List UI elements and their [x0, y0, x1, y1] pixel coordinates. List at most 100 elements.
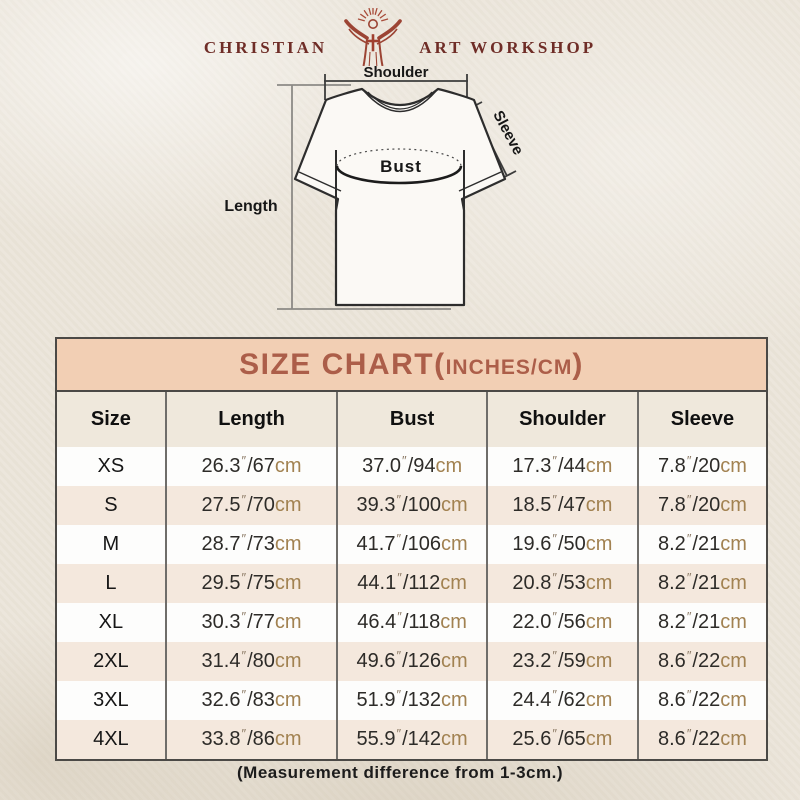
measure-cell: 18.5 ″/47 cm	[485, 486, 637, 525]
cm-unit: cm	[441, 650, 468, 672]
measure-cell: 7.8 ″/20 cm	[636, 447, 766, 486]
cm-unit: cm	[585, 572, 613, 594]
inch-mark: ″	[396, 492, 402, 507]
measure-cell: 33.8 ″/86 cm	[164, 720, 337, 759]
cm-unit: cm	[274, 572, 302, 594]
size-table: Size Length Bust Shoulder Sleeve XS 26.3 ″/67 cm…	[57, 392, 766, 759]
measure-cell: 8.6 ″/22 cm	[636, 720, 766, 759]
inch-mark: ″	[686, 687, 692, 702]
measure-cell: 37.0 ″/94 cm	[336, 447, 486, 486]
measure-cell: 8.6 ″/22 cm	[636, 681, 766, 720]
shoulder-label: Shoulder	[363, 64, 428, 81]
measure-cell: 19.6 ″/50 cm	[485, 525, 637, 564]
cm-unit: cm	[720, 494, 747, 516]
inch-mark: ″	[396, 687, 402, 702]
cm-unit: cm	[274, 494, 302, 516]
cm-unit: cm	[441, 494, 468, 516]
size-cell: L	[57, 564, 165, 603]
brand-name-right: ART WORKSHOP	[419, 38, 597, 57]
cm-unit: cm	[585, 650, 613, 672]
measure-cell: 23.2 ″/59 cm	[485, 642, 637, 681]
length-label: Length	[224, 198, 277, 215]
cm-unit: cm	[585, 728, 613, 750]
cm-unit: cm	[720, 650, 747, 672]
inch-mark: ″	[396, 726, 402, 741]
column-header-sleeve: Sleeve	[636, 392, 766, 447]
measure-cell: 20.8 ″/53 cm	[485, 564, 637, 603]
bust-ellipse-bottom	[335, 165, 463, 185]
bust-ellipse-top	[336, 148, 462, 167]
cm-unit: cm	[274, 689, 302, 711]
inch-mark: ″	[397, 570, 402, 585]
inch-mark: ″	[552, 726, 557, 741]
tshirt-detail-lines	[298, 90, 502, 210]
size-cell: 2XL	[57, 642, 165, 681]
cm-unit: cm	[441, 728, 468, 750]
size-cell: 4XL	[57, 720, 165, 759]
measure-cell: 39.3 ″/100 cm	[336, 486, 486, 525]
brand-logo: CHRISTIAN ART WORKSHOP	[0, 6, 800, 66]
inch-mark: ″	[552, 531, 557, 546]
jesus-figure-icon	[344, 8, 403, 66]
measure-cell: 8.6 ″/22 cm	[636, 642, 766, 681]
measure-cell: 8.2 ″/21 cm	[636, 564, 766, 603]
inch-mark: ″	[241, 726, 247, 741]
measure-cell: 25.6 ″/65 cm	[485, 720, 637, 759]
measure-cell: 28.7 ″/73 cm	[164, 525, 337, 564]
cm-unit: cm	[720, 533, 747, 555]
measure-cell: 46.4 ″/118 cm	[336, 603, 486, 642]
length-measure-lines	[277, 84, 451, 310]
inch-mark: ″	[241, 531, 247, 546]
cm-unit: cm	[435, 455, 463, 477]
size-cell: M	[57, 525, 165, 564]
cm-unit: cm	[274, 533, 302, 555]
cm-unit: cm	[274, 650, 302, 672]
cm-unit: cm	[441, 689, 468, 711]
title-main-text: SIZE CHART(	[239, 347, 446, 381]
inch-mark: ″	[241, 570, 247, 585]
cm-unit: cm	[720, 611, 747, 633]
cm-unit: cm	[585, 689, 613, 711]
measure-cell: 7.8 ″/20 cm	[636, 486, 766, 525]
measure-cell: 22.0 ″/56 cm	[485, 603, 637, 642]
measure-cell: 29.5 ″/75 cm	[164, 564, 337, 603]
size-cell: XL	[57, 603, 165, 642]
measure-cell: 8.2 ″/21 cm	[636, 603, 766, 642]
inch-mark: ″	[397, 609, 402, 624]
inch-mark: ″	[686, 609, 692, 624]
measure-cell: 49.6 ″/126 cm	[336, 642, 486, 681]
inch-mark: ″	[686, 570, 692, 585]
column-header-bust: Bust	[336, 392, 486, 447]
measure-cell: 51.9 ″/132 cm	[336, 681, 486, 720]
inch-mark: ″	[396, 648, 402, 663]
title-units-text: INCHES/CM	[445, 355, 573, 379]
bust-label: Bust	[380, 157, 422, 176]
inch-mark: ″	[241, 648, 247, 663]
inch-mark: ″	[552, 453, 557, 468]
inch-mark: ″	[241, 609, 247, 624]
measurement-note: (Measurement difference from 1-3cm.)	[237, 763, 563, 782]
measure-cell: 8.2 ″/21 cm	[636, 525, 766, 564]
inch-mark: ″	[552, 609, 557, 624]
measure-cell: 26.3 ″/67 cm	[164, 447, 337, 486]
measure-cell: 30.3 ″/77 cm	[164, 603, 337, 642]
inch-mark: ″	[552, 570, 557, 585]
size-cell: XS	[57, 447, 165, 486]
inch-mark: ″	[686, 726, 692, 741]
brand-name-left: CHRISTIAN	[203, 38, 328, 57]
size-chart-title-bar: SIZE CHART(INCHES/CM)	[57, 339, 766, 392]
inch-mark: ″	[552, 687, 557, 702]
measure-cell: 41.7 ″/106 cm	[336, 525, 486, 564]
cm-unit: cm	[720, 728, 747, 750]
cm-unit: cm	[274, 728, 302, 750]
column-header-shoulder: Shoulder	[485, 392, 637, 447]
measure-cell: 17.3 ″/44 cm	[485, 447, 637, 486]
measure-cell: 55.9 ″/142 cm	[336, 720, 486, 759]
inch-mark: ″	[241, 492, 247, 507]
cm-unit: cm	[720, 455, 747, 477]
measure-cell: 44.1 ″/112 cm	[336, 564, 486, 603]
cm-unit: cm	[274, 455, 302, 477]
column-header-size: Size	[57, 392, 165, 447]
measure-cell: 31.4 ″/80 cm	[164, 642, 337, 681]
cm-unit: cm	[585, 494, 613, 516]
